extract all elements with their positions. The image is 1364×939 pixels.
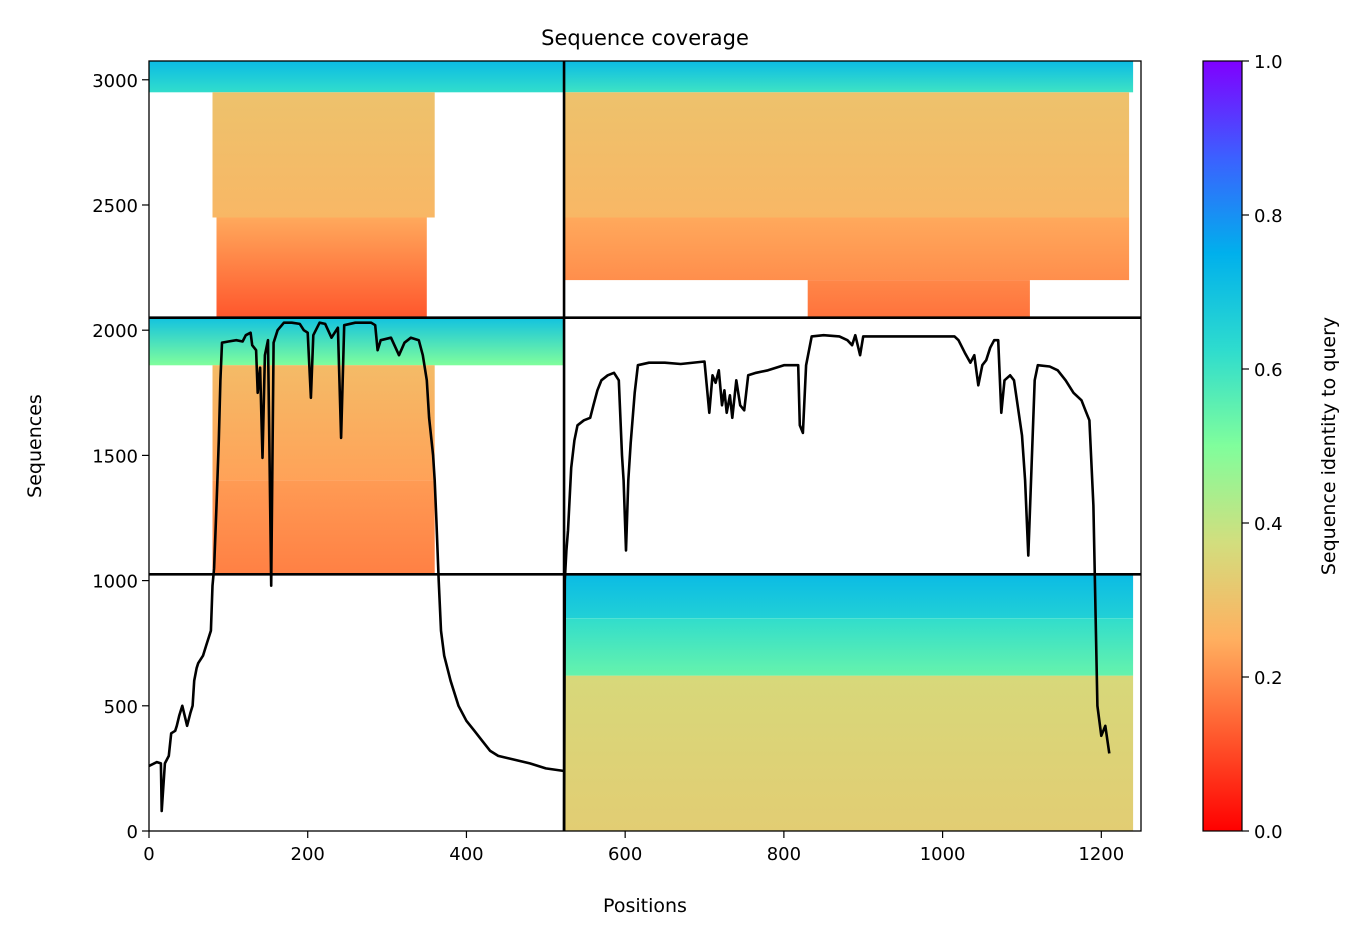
x-tick-label: 400: [449, 844, 483, 865]
y-tick-label: 500: [104, 697, 138, 718]
x-tick-label: 1000: [920, 844, 966, 865]
colorbar-label: Sequence identity to query: [1318, 317, 1340, 575]
coverage-line: [562, 333, 1111, 831]
x-tick-label: 600: [608, 844, 642, 865]
heatmap-band: [149, 317, 565, 366]
heatmap-band: [564, 217, 1130, 281]
heatmap-band: [807, 280, 1030, 318]
y-tick-label: 0: [127, 822, 138, 843]
x-axis-label: Positions: [603, 895, 687, 917]
plot-frame: [148, 60, 1142, 832]
y-tick-label: 2000: [92, 321, 138, 342]
colorbar-tick-label: 0.6: [1254, 360, 1283, 381]
y-axis-label: Sequences: [24, 394, 46, 498]
coverage-heatmap: [149, 61, 1134, 831]
y-tick-label: 2500: [92, 196, 138, 217]
y-tick-label: 3000: [92, 71, 138, 92]
colorbar-tick-label: 1.0: [1254, 52, 1283, 73]
colorbar-tick-label: 0.8: [1254, 206, 1283, 227]
heatmap-band: [149, 61, 565, 93]
x-tick-label: 200: [291, 844, 325, 865]
heatmap-band: [212, 480, 435, 575]
heatmap-band: [564, 92, 1130, 218]
heatmap-band: [216, 217, 427, 318]
heatmap-block: [149, 317, 565, 575]
coverage-lines: [149, 321, 1111, 831]
heatmap-block: [564, 574, 1134, 831]
heatmap-band: [564, 574, 1134, 619]
x-tick-label: 0: [143, 844, 154, 865]
heatmap-band: [564, 61, 1134, 93]
chart-title: Sequence coverage: [541, 26, 749, 50]
colorbar-tick-label: 0.2: [1254, 668, 1283, 689]
y-axis: 0 500 1000 1500 2000 2500 3000: [92, 71, 149, 843]
y-tick-label: 1500: [92, 446, 138, 467]
heatmap-block: [149, 61, 565, 318]
coverage-line: [149, 321, 564, 813]
colorbar-gradient: [1202, 60, 1243, 832]
heatmap-band: [564, 618, 1134, 676]
x-axis: 0 200 400 600 800 1000 1200: [143, 831, 1124, 865]
colorbar-ticks: 0.0 0.2 0.4 0.6 0.8 1.0: [1242, 52, 1283, 843]
colorbar: 0.0 0.2 0.4 0.6 0.8 1.0 Sequence identity to …: [1202, 52, 1340, 843]
heatmap-band: [212, 365, 435, 481]
colorbar-tick-label: 0.0: [1254, 822, 1283, 843]
x-tick-label: 1200: [1078, 844, 1124, 865]
y-tick-label: 1000: [92, 572, 138, 593]
heatmap-block: [564, 61, 1134, 318]
x-tick-label: 800: [767, 844, 801, 865]
heatmap-band: [212, 92, 435, 218]
heatmap-band: [564, 675, 1134, 831]
colorbar-tick-label: 0.4: [1254, 514, 1283, 535]
